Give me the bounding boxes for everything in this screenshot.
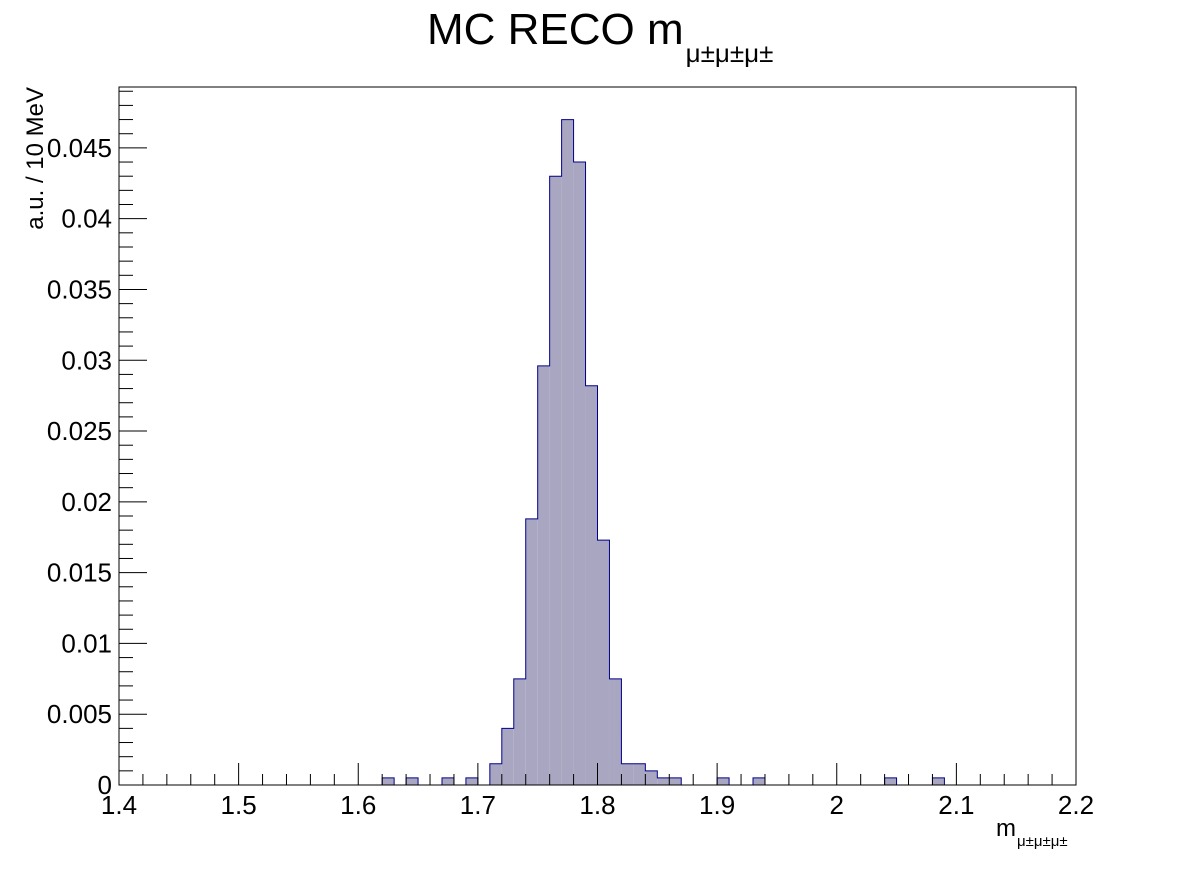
y-tick-label: 0.045 (47, 133, 112, 163)
histogram-bin (585, 385, 598, 785)
y-tick-label: 0 (98, 770, 112, 800)
x-axis-ticks (118, 763, 1077, 785)
histogram-bin (537, 365, 550, 785)
y-tick-label: 0.035 (47, 274, 112, 304)
y-axis-tick-labels: 0 0.005 0.01 0.015 0.02 0.025 0.03 0.035 0.04 0.0… (47, 133, 112, 800)
histogram-bin (753, 777, 765, 785)
histogram-bin (597, 540, 610, 785)
x-tick-label: 1.5 (221, 790, 257, 820)
x-axis-label-main: m (996, 815, 1016, 842)
x-tick-label: 1.9 (699, 790, 735, 820)
y-tick-label: 0.02 (61, 487, 112, 517)
histogram-bin (609, 678, 622, 785)
histogram-bin (561, 119, 574, 785)
x-tick-label: 2.1 (938, 790, 974, 820)
histogram-bin (525, 518, 538, 785)
chart-title-subscript: μ±μ±μ± (686, 38, 774, 68)
x-tick-label: 1.8 (579, 790, 615, 820)
y-tick-label: 0.025 (47, 416, 112, 446)
histogram-bin (657, 777, 670, 785)
chart-title: MC RECO m μ±μ±μ± (427, 5, 773, 68)
y-tick-label: 0.01 (61, 628, 112, 658)
x-tick-label: 1.4 (101, 790, 137, 820)
histogram-bin (573, 162, 586, 785)
x-tick-label: 1.6 (340, 790, 376, 820)
histogram-bin (932, 777, 945, 785)
x-tick-label: 2 (830, 790, 844, 820)
histogram-bin (717, 777, 730, 785)
x-axis-tick-labels: 1.4 1.5 1.6 1.7 1.8 1.9 2 2.1 2.2 (101, 790, 1094, 820)
chart-title-main: MC RECO m (427, 5, 684, 54)
x-axis-label: m μ±μ±μ± (996, 815, 1068, 850)
histogram-outline (381, 119, 945, 785)
histogram-bin (489, 763, 502, 785)
histogram-bins (382, 119, 945, 785)
y-tick-label: 0.03 (61, 345, 112, 375)
histogram-bin (645, 770, 658, 785)
y-tick-label: 0.005 (47, 699, 112, 729)
x-axis-label-subscript: μ±μ±μ± (1017, 833, 1068, 850)
histogram-bin (669, 777, 682, 785)
histogram-bin (884, 777, 897, 785)
histogram-bin (621, 763, 634, 785)
y-tick-label: 0.015 (47, 558, 112, 588)
histogram-bin (406, 777, 419, 785)
y-axis-label: a.u. / 10 MeV (22, 87, 49, 230)
x-tick-label: 1.7 (460, 790, 496, 820)
histogram-bin (465, 777, 478, 785)
histogram-bin (549, 176, 562, 785)
histogram-bin (441, 777, 454, 785)
y-axis-ticks (119, 90, 147, 786)
histogram-bin (501, 728, 514, 785)
histogram-bin (633, 763, 646, 785)
histogram-bin (513, 678, 526, 785)
histogram-bin (382, 777, 395, 785)
x-tick-label: 2.2 (1058, 790, 1094, 820)
y-tick-label: 0.04 (61, 204, 112, 234)
